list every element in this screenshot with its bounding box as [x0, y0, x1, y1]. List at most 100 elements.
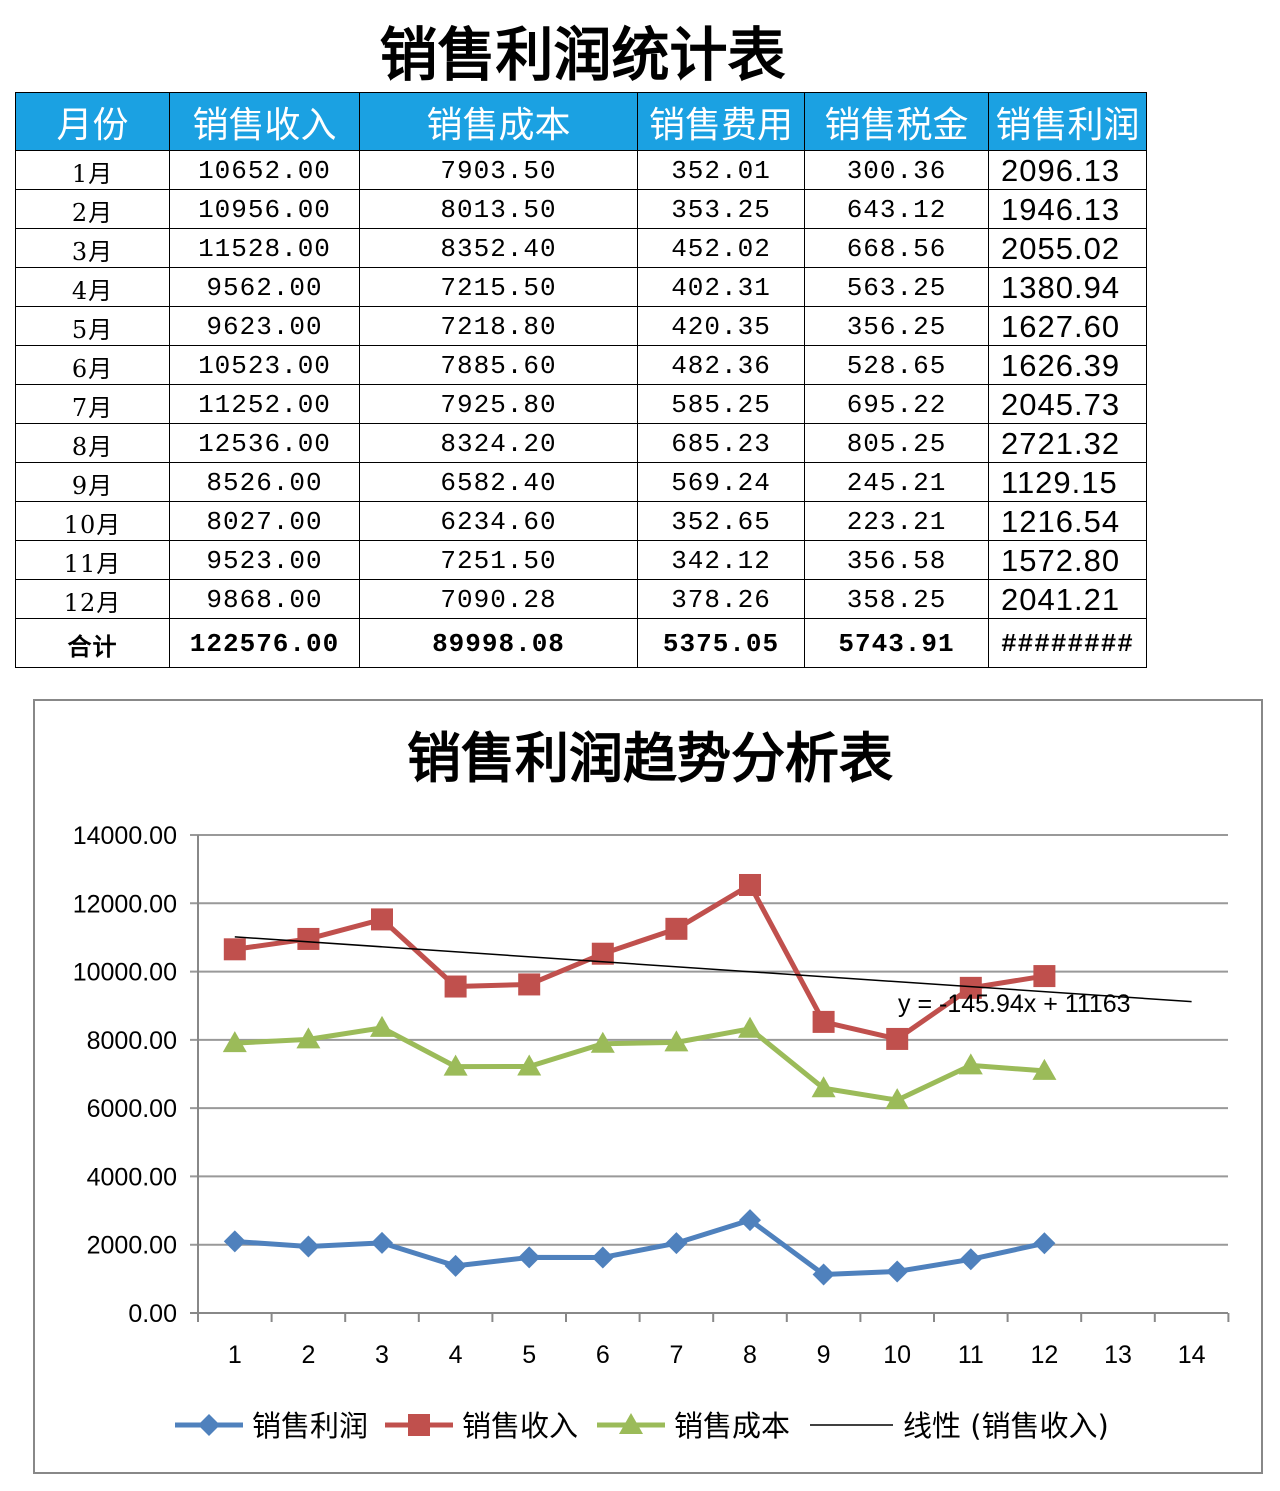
- data-point: [296, 1027, 321, 1049]
- table-cell: 8027.00: [169, 501, 360, 541]
- table-cell: 668.56: [804, 228, 989, 268]
- data-point: [812, 1263, 835, 1286]
- table-row: 8月 12536.00 8324.20 685.23 805.25 2721.32: [15, 423, 1147, 463]
- table-cell: 11528.00: [169, 228, 360, 268]
- data-point: [370, 1015, 394, 1037]
- data-point: [886, 1027, 909, 1050]
- table-cell: 6234.60: [359, 501, 638, 541]
- data-point: [1033, 1232, 1056, 1255]
- table-row: 5月 9623.00 7218.80 420.35 356.25 1627.60: [15, 306, 1147, 346]
- table-cell: 9868.00: [169, 579, 360, 619]
- legend-label: 销售成本: [674, 1409, 790, 1443]
- table-row: 10月 8027.00 6234.60 352.65 223.21 1216.54: [15, 501, 1147, 541]
- x-tick-label: 13: [1104, 1341, 1132, 1369]
- table-row: 6月 10523.00 7885.60 482.36 528.65 1626.39: [15, 345, 1147, 385]
- table-cell: 7215.50: [359, 267, 638, 307]
- data-point: [518, 1246, 541, 1269]
- table-cell: 2721.32: [988, 423, 1147, 463]
- table-cell: 10956.00: [169, 189, 360, 229]
- data-point: [223, 938, 246, 961]
- table-cell: 2096.13: [988, 150, 1147, 190]
- x-tick-label: 1: [228, 1341, 242, 1369]
- data-point: [664, 1030, 689, 1052]
- x-tick-label: 11: [958, 1341, 984, 1369]
- data-point: [886, 1260, 909, 1283]
- table-cell: 2月: [15, 189, 170, 229]
- table-cell: 223.21: [804, 501, 989, 541]
- column-header: 销售利润: [988, 92, 1147, 151]
- table-cell: 1月: [15, 150, 170, 190]
- table-cell: 3月: [15, 228, 170, 268]
- table-cell: 8324.20: [359, 423, 638, 463]
- y-tick-label: 10000.00: [73, 959, 177, 987]
- x-tick-label: 3: [375, 1341, 389, 1369]
- data-point: [444, 1254, 467, 1277]
- data-point: [739, 873, 761, 896]
- table-cell: 10652.00: [169, 150, 360, 190]
- table-cell: 1946.13: [988, 189, 1147, 229]
- y-tick-label: 2000.00: [87, 1232, 177, 1260]
- data-point: [443, 1054, 468, 1076]
- table-cell: 89998.08: [359, 618, 638, 668]
- total-row: 合计 122576.00 89998.08 5375.05 5743.91 #######…: [15, 618, 1147, 668]
- y-tick-label: 12000.00: [73, 890, 177, 918]
- table-cell: 685.23: [637, 423, 805, 463]
- table-cell: 5743.91: [804, 618, 989, 668]
- data-point: [518, 973, 541, 996]
- series-line: [234, 1217, 1045, 1277]
- data-point: [811, 1076, 836, 1098]
- data-point: [297, 927, 320, 950]
- data-point: [222, 1031, 247, 1053]
- table-cell: 245.21: [804, 462, 989, 502]
- y-tick-label: 6000.00: [87, 1095, 177, 1123]
- series-line: [234, 882, 1045, 1042]
- table-cell: 643.12: [804, 189, 989, 229]
- x-tick-label: 12: [1030, 1341, 1058, 1369]
- y-tick-label: 8000.00: [87, 1027, 177, 1055]
- table-cell: 5月: [15, 306, 170, 346]
- data-point: [591, 942, 614, 965]
- x-tick-label: 2: [301, 1341, 315, 1369]
- legend-label: 销售收入: [462, 1409, 578, 1443]
- table-cell: 695.22: [804, 384, 989, 424]
- column-header: 销售收入: [169, 92, 360, 151]
- x-tick-label: 7: [669, 1341, 683, 1369]
- table-cell: 5375.05: [637, 618, 805, 668]
- series-line: [234, 1025, 1045, 1103]
- column-header: 销售税金: [804, 92, 989, 151]
- table-title: 销售利润统计表: [379, 21, 786, 89]
- data-point: [297, 1235, 320, 1258]
- table-row: 7月 11252.00 7925.80 585.25 695.22 2045.73: [15, 384, 1147, 424]
- table-cell: 378.26: [637, 579, 805, 619]
- table-row: 12月 9868.00 7090.28 378.26 358.25 2041.21: [15, 579, 1147, 619]
- table-cell: 356.25: [804, 306, 989, 346]
- table-cell: 2045.73: [988, 384, 1147, 424]
- legend-marker: [408, 1414, 430, 1436]
- legend-label: 线性 (销售收入): [903, 1409, 1109, 1443]
- table-cell: 6月: [15, 345, 170, 385]
- trendline-equation: y = -145.94x + 11163: [898, 990, 1131, 1018]
- x-tick-label: 4: [449, 1341, 463, 1369]
- sales-table: 月份 销售收入 销售成本 销售费用 销售税金 销售利润 1月 10652.00 7903.50…: [15, 92, 1147, 668]
- data-point: [371, 908, 393, 931]
- table-cell: 2055.02: [988, 228, 1147, 268]
- data-point: [959, 1248, 982, 1271]
- table-cell: 352.01: [637, 150, 805, 190]
- table-cell: 352.65: [637, 501, 805, 541]
- data-point: [738, 1016, 762, 1038]
- legend-label: 销售利润: [252, 1409, 368, 1443]
- table-cell: 7925.80: [359, 384, 638, 424]
- data-point: [665, 917, 688, 940]
- table-cell: 合计: [15, 618, 170, 668]
- table-cell: 7月: [15, 384, 170, 424]
- table-cell: 482.36: [637, 345, 805, 385]
- column-header: 销售成本: [359, 92, 638, 151]
- table-row: 9月 8526.00 6582.40 569.24 245.21 1129.15: [15, 462, 1147, 502]
- table-cell: 1216.54: [988, 501, 1147, 541]
- x-tick-label: 6: [596, 1341, 610, 1369]
- table-cell: 8013.50: [359, 189, 638, 229]
- table-row: 1月 10652.00 7903.50 352.01 300.36 2096.13: [15, 150, 1147, 190]
- chart-title: 销售利润趋势分析表: [407, 726, 893, 790]
- table-cell: 1129.15: [988, 462, 1147, 502]
